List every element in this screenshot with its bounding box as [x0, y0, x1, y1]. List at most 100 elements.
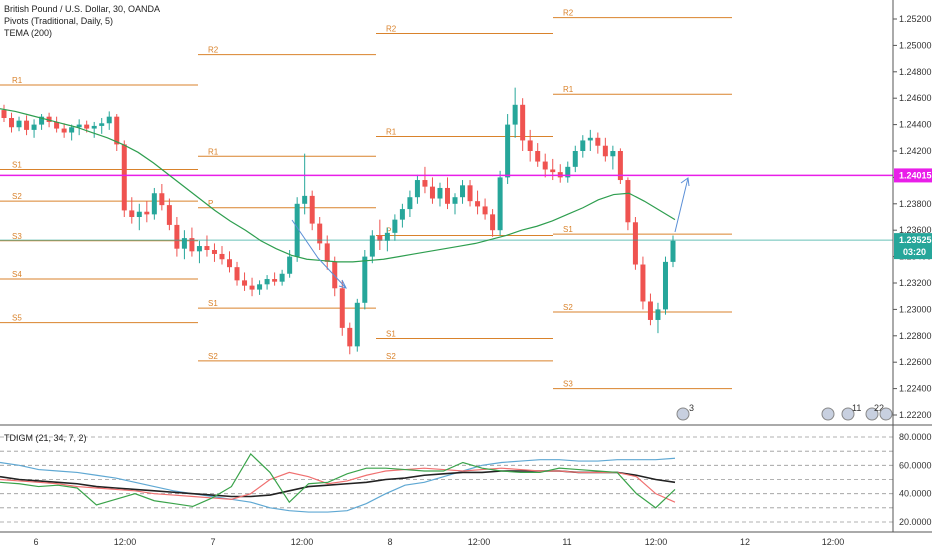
pivot-label-s2: S2 [386, 352, 396, 361]
candle-body [354, 302, 360, 347]
candle-body [61, 128, 67, 133]
price-tick-label: 1.24800 [899, 67, 932, 77]
candle-body [234, 267, 240, 281]
candle-body [159, 193, 165, 206]
candle-body [54, 121, 60, 129]
candle-body [332, 261, 338, 289]
legend-symbol[interactable]: British Pound / U.S. Dollar, 30, OANDA [4, 4, 161, 14]
candle-body [181, 238, 187, 249]
candle-body [572, 151, 578, 167]
candle-body [151, 193, 157, 215]
candle-body [640, 264, 646, 302]
pivot-label-s5: S5 [12, 314, 22, 323]
flag-icon [676, 407, 690, 421]
candle-body [384, 232, 390, 241]
candle-body [347, 327, 353, 347]
legend-pivots[interactable]: Pivots (Traditional, Daily, 5) [4, 16, 114, 26]
candle-body [460, 185, 466, 198]
candle-body [339, 288, 345, 328]
osc-series-black [0, 470, 676, 498]
price-tick-label: 1.22600 [899, 357, 932, 367]
candle-body [242, 280, 248, 286]
candle-body [490, 214, 496, 231]
price-tick-label: 1.23000 [899, 304, 932, 314]
badge-count: 3 [689, 403, 694, 413]
flag-icon [821, 407, 835, 421]
candle-body [520, 104, 526, 141]
candle-body [189, 238, 195, 252]
pivot-label-s2: S2 [563, 303, 573, 312]
flag-icon [879, 407, 893, 421]
price-tick-label: 1.24600 [899, 93, 932, 103]
candle-body [24, 120, 30, 130]
time-tick-label: 11 [562, 537, 571, 547]
candle-body [272, 279, 278, 282]
pivot-label-r1: R1 [208, 147, 219, 156]
candle-body [580, 140, 586, 151]
pivot-lines: R1S1S2S3S4S5R3R2R1PS1S2R2R1PS1S2R2R1S1S2… [0, 9, 732, 390]
candle-body [497, 177, 503, 231]
pivot-label-s3: S3 [563, 380, 573, 389]
pivot-label-s2: S2 [208, 352, 218, 361]
candle-body [625, 180, 631, 223]
price-tick-label: 1.22200 [899, 410, 932, 420]
last-price-tag [894, 233, 932, 260]
time-tick-label: 12:00 [468, 537, 491, 547]
candle-body [670, 240, 676, 262]
candle-body [121, 144, 127, 211]
candle-body [362, 256, 368, 303]
candle-body [1, 110, 7, 118]
candle-body [595, 137, 601, 146]
projection-arrow-down [291, 219, 347, 289]
candle-body [249, 285, 255, 290]
price-tick-label: 1.25000 [899, 40, 932, 50]
badge-count: 22 [874, 403, 884, 413]
pivot-label-s4: S4 [12, 270, 22, 279]
candle-body [16, 120, 22, 128]
candle-body [69, 127, 75, 133]
candle-body [257, 284, 263, 290]
osc-series-red [0, 467, 676, 503]
pivot-label-p: P [386, 226, 391, 235]
candle-body [219, 253, 225, 260]
pivot-label-s1: S1 [12, 160, 22, 169]
candle-body [294, 203, 300, 257]
candle-body [227, 259, 233, 268]
price-tick-label: 1.24400 [899, 120, 932, 130]
price-tick-label: 1.23600 [899, 225, 932, 235]
legend-tema[interactable]: TEMA (200) [4, 28, 53, 38]
candle-body [444, 187, 450, 204]
candle-body [512, 104, 518, 125]
candle-body [264, 279, 270, 285]
candle-body [632, 222, 638, 265]
candle-body [617, 151, 623, 181]
candles [1, 87, 676, 355]
candle-body [662, 261, 668, 310]
candle-body [287, 256, 293, 274]
osc-series-green [0, 453, 676, 509]
projection-arrow-up [674, 177, 689, 233]
price-tick-label: 1.23200 [899, 278, 932, 288]
candle-body [377, 235, 383, 241]
magenta-price-tag-label: 1.24015 [899, 170, 932, 180]
candle-body [369, 235, 375, 257]
candle-body [407, 197, 413, 210]
candle-body [414, 180, 420, 198]
last-price-tag-label: 1.23525 [899, 235, 932, 245]
badge-count: 11 [852, 403, 861, 413]
pivot-label-r2: R2 [563, 9, 574, 18]
candle-body [279, 273, 285, 282]
projection-arrowhead-down [338, 279, 347, 289]
legend-oscillator[interactable]: TDIGM (21, 34, 7, 2) [4, 433, 87, 443]
candle-body [99, 123, 105, 126]
candle-body [129, 210, 135, 217]
candle-body [565, 166, 571, 178]
candle-body [527, 140, 533, 151]
pivot-label-r1: R1 [12, 76, 23, 85]
candle-body [505, 124, 511, 178]
overlays: 3 11 22 [0, 108, 893, 421]
candle-body [31, 124, 37, 130]
time-tick-label: 12:00 [645, 537, 668, 547]
